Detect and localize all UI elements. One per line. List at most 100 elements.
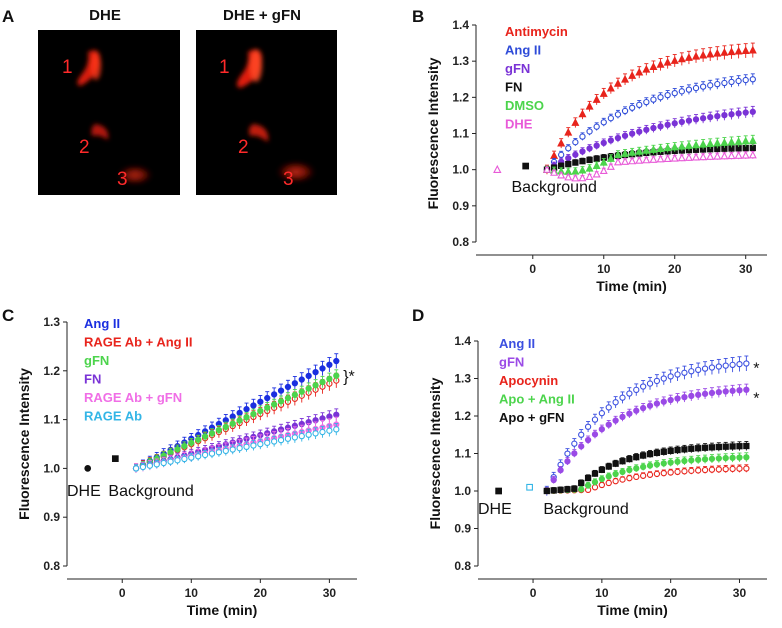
data-point (707, 82, 714, 89)
data-point (264, 394, 271, 402)
data-point (557, 138, 566, 147)
data-point (653, 449, 661, 457)
data-point (565, 154, 572, 162)
data-point (605, 479, 612, 487)
data-point (571, 166, 580, 175)
data-point (708, 455, 716, 462)
chart-d: 0.8 0.9 1.0 1.1 1.2 1.3 1.4 0 10 20 30 Time (min) Fl… (427, 334, 767, 618)
panel-label-a: A (2, 7, 14, 26)
x-tick-label: 10 (595, 586, 609, 600)
data-point (646, 402, 654, 409)
chart-b: 0.8 0.9 1.0 1.1 1.2 1.3 1.4 0 10 20 30 Time (min) Fl… (425, 18, 767, 294)
data-point (614, 111, 622, 118)
series-rage-ab (132, 423, 340, 473)
data-point (728, 78, 735, 86)
data-point (720, 138, 729, 146)
data-point (663, 154, 672, 162)
data-point (743, 442, 750, 450)
data-point (612, 417, 619, 424)
data-point (592, 169, 601, 178)
data-point (572, 151, 579, 158)
y-tick-label: 1.4 (454, 334, 471, 348)
data-point (748, 150, 757, 159)
data-point (598, 475, 606, 483)
data-point (660, 398, 667, 405)
data-point (600, 139, 607, 147)
data-point (606, 154, 615, 162)
data-point (650, 124, 657, 132)
data-point (656, 144, 665, 153)
data-point (742, 109, 749, 116)
data-point (720, 151, 729, 160)
data-point (681, 457, 688, 465)
data-point (722, 454, 729, 462)
data-point (619, 394, 626, 401)
data-point (633, 473, 640, 481)
annotation-label: Background (108, 483, 193, 500)
data-point (628, 148, 637, 156)
data-point (721, 79, 728, 87)
data-point (607, 115, 615, 122)
data-point (298, 388, 305, 395)
data-point (639, 452, 647, 459)
x-axis-label: Time (min) (596, 278, 667, 294)
data-point (167, 458, 174, 465)
data-point (715, 363, 722, 370)
data-point (667, 459, 674, 466)
data-point (326, 361, 333, 368)
data-point (639, 463, 647, 471)
significance-marker: * (753, 390, 759, 407)
data-point (578, 109, 587, 118)
data-point (586, 145, 593, 152)
data-point (277, 387, 285, 394)
data-point (181, 442, 188, 450)
data-point (713, 138, 722, 147)
data-point (681, 446, 688, 453)
data-point (599, 157, 608, 166)
data-point (550, 151, 559, 159)
legend-entry: Apo + gFN (499, 410, 564, 425)
data-point (741, 46, 750, 54)
data-point (264, 439, 271, 446)
data-point (734, 151, 743, 159)
data-point (646, 471, 654, 478)
data-point (729, 387, 736, 394)
data-point (626, 390, 633, 397)
data-point (250, 442, 257, 449)
data-point (656, 154, 665, 163)
data-point (333, 357, 340, 365)
data-point (236, 445, 243, 452)
data-point (649, 62, 658, 71)
data-point (579, 148, 586, 155)
data-point (550, 168, 559, 176)
data-point (326, 427, 333, 434)
series-dhe (542, 150, 757, 182)
data-point (201, 433, 209, 440)
data-point (714, 112, 721, 120)
data-point (578, 443, 585, 450)
data-point (598, 426, 606, 433)
data-point (692, 152, 701, 161)
y-tick-label: 1.4 (452, 18, 469, 32)
data-point (564, 450, 571, 457)
data-point (565, 160, 572, 168)
y-tick-label: 1.2 (452, 90, 469, 104)
data-point (735, 110, 742, 117)
data-point (613, 157, 622, 166)
cell-label-3: 3 (117, 169, 128, 190)
data-point (688, 467, 695, 474)
data-point (542, 165, 551, 173)
data-point (701, 365, 709, 372)
data-point (167, 449, 174, 456)
data-point (606, 162, 615, 170)
data-point (557, 486, 564, 494)
data-point (236, 409, 243, 417)
data-point (692, 116, 700, 123)
data-point (664, 121, 671, 128)
y-tick-label: 1.3 (452, 54, 469, 68)
data-point (584, 436, 592, 444)
data-point (677, 54, 686, 63)
data-point (598, 410, 606, 417)
data-point (722, 388, 729, 395)
data-point (708, 389, 716, 397)
